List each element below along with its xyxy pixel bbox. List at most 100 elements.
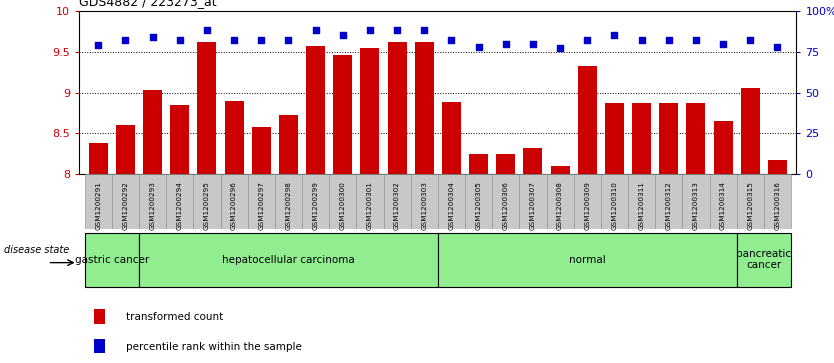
Point [173,37,187,43]
Point [364,28,377,33]
Bar [166,174,193,229]
Bar [302,174,329,229]
Text: GSM1200307: GSM1200307 [530,181,536,230]
Bar [524,148,542,174]
Bar [356,174,384,229]
Bar [550,166,570,174]
Text: GSM1200297: GSM1200297 [259,181,264,230]
Bar [736,174,764,229]
Bar [496,154,515,174]
Text: GSM1200309: GSM1200309 [585,181,590,230]
Text: GSM1200312: GSM1200312 [666,181,671,230]
Point [92,42,105,48]
Text: GSM1200303: GSM1200303 [421,181,427,230]
Text: GSM1200300: GSM1200300 [339,181,346,230]
Text: disease state: disease state [4,245,69,255]
Bar [334,55,352,174]
Bar [384,174,410,229]
Point [254,37,268,43]
Point [118,37,132,43]
Bar [600,174,628,229]
Text: GSM1200304: GSM1200304 [449,181,455,230]
Text: normal: normal [569,254,605,265]
Bar [632,103,651,174]
Bar [741,89,760,174]
Bar [85,233,139,287]
Bar [520,174,546,229]
Bar [656,174,682,229]
Bar [170,105,189,174]
Point [228,37,241,43]
Text: GSM1200316: GSM1200316 [775,181,781,230]
Bar [438,174,465,229]
Bar [465,174,492,229]
Point [689,37,702,43]
Bar [224,101,244,174]
Bar [659,103,678,174]
Bar [714,121,732,174]
Point [744,37,757,43]
Text: GSM1200292: GSM1200292 [123,181,128,230]
Bar [275,174,302,229]
Point [309,28,322,33]
Bar [388,42,407,174]
Bar [764,174,791,229]
Bar [279,115,298,174]
Bar [736,233,791,287]
Point [716,41,730,46]
Text: GSM1200295: GSM1200295 [204,181,210,230]
Text: GSM1200314: GSM1200314 [720,181,726,230]
Point [146,34,159,40]
Text: GSM1200313: GSM1200313 [693,181,699,230]
Text: GSM1200310: GSM1200310 [611,181,617,230]
Bar [116,125,135,174]
Text: GSM1200306: GSM1200306 [503,181,509,230]
Text: GSM1200291: GSM1200291 [95,181,101,230]
Bar [768,160,787,174]
Bar [682,174,710,229]
Point [608,33,621,38]
Text: GDS4882 / 223273_at: GDS4882 / 223273_at [79,0,217,8]
Bar [469,154,488,174]
Text: gastric cancer: gastric cancer [75,254,149,265]
Point [418,28,431,33]
Text: GSM1200301: GSM1200301 [367,181,373,230]
Point [472,44,485,50]
Point [336,33,349,38]
Bar [112,174,139,229]
Point [771,44,784,50]
Text: GSM1200298: GSM1200298 [285,181,291,230]
Text: GSM1200293: GSM1200293 [149,181,156,230]
Bar [252,127,271,174]
Text: pancreatic
cancer: pancreatic cancer [736,249,791,270]
Text: transformed count: transformed count [126,312,224,322]
Text: GSM1200308: GSM1200308 [557,181,563,230]
Text: GSM1200302: GSM1200302 [394,181,400,230]
Bar [492,174,520,229]
Point [282,37,295,43]
Bar [193,174,220,229]
Bar [410,174,438,229]
Bar [139,174,166,229]
Point [662,37,676,43]
Bar [605,103,624,174]
Text: hepatocellular carcinoma: hepatocellular carcinoma [222,254,354,265]
Point [554,46,567,52]
Bar [88,143,108,174]
Bar [574,174,600,229]
Bar [438,233,736,287]
Bar [198,42,217,174]
Point [445,37,458,43]
Bar [546,174,574,229]
Point [499,41,512,46]
Bar [628,174,656,229]
Text: GSM1200305: GSM1200305 [475,181,481,230]
Bar [143,90,162,174]
Point [635,37,648,43]
Bar [710,174,736,229]
Point [390,28,404,33]
Bar [686,103,706,174]
Bar [93,309,105,324]
Text: GSM1200315: GSM1200315 [747,181,753,230]
Text: GSM1200296: GSM1200296 [231,181,237,230]
